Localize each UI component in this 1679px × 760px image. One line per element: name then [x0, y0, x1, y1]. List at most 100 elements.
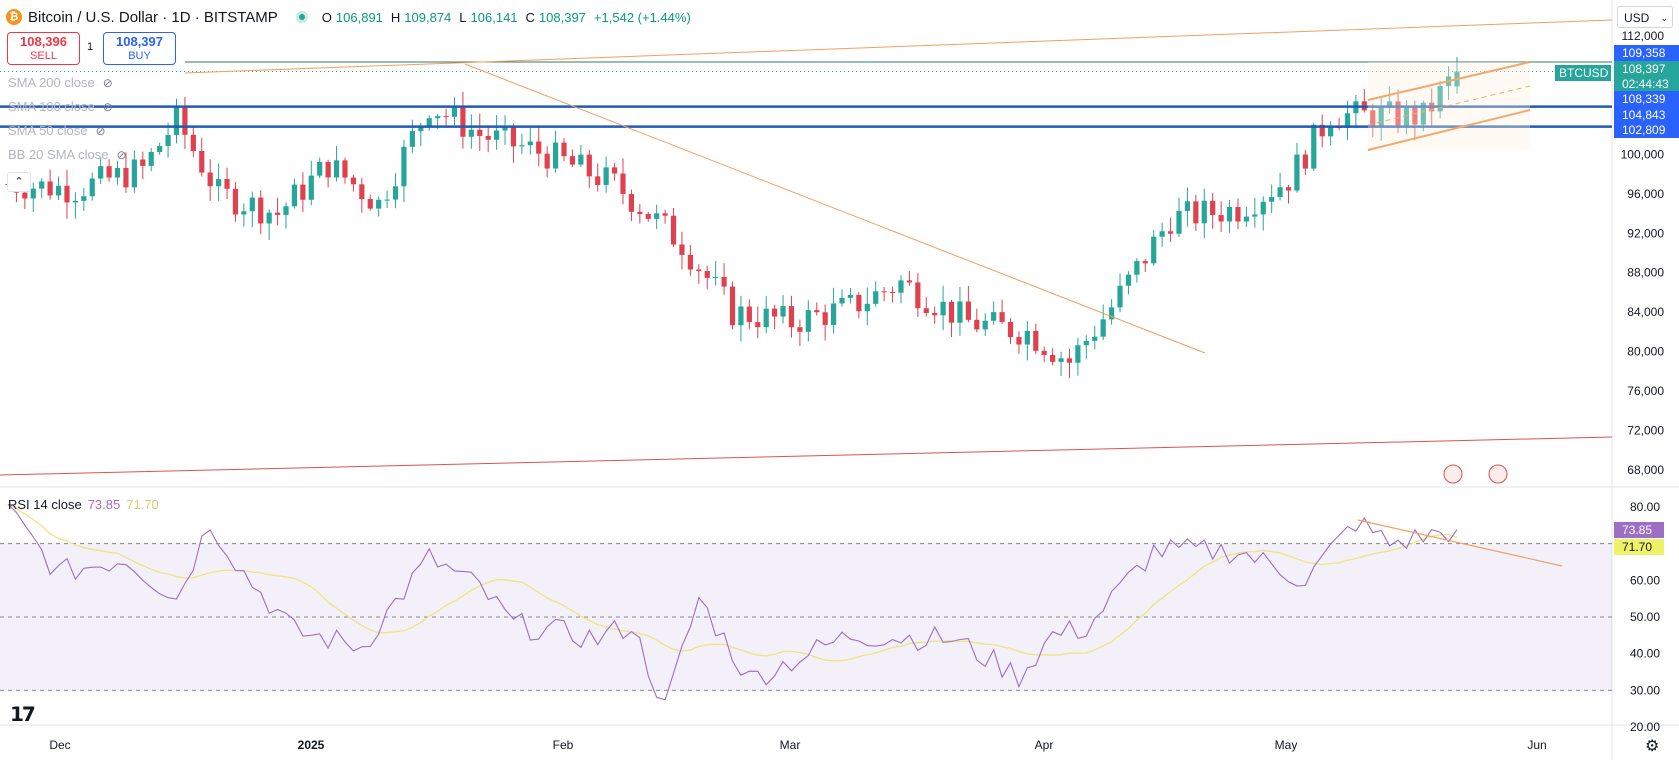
candle-body — [418, 125, 424, 132]
gear-icon[interactable]: ⚙ — [1645, 738, 1660, 755]
rsi-tick-label: 20.00 — [1630, 720, 1660, 734]
candle-body — [948, 301, 955, 323]
candle-body — [308, 175, 314, 200]
rsi-tick-label: 60.00 — [1630, 573, 1660, 587]
price-tick-label: 88,000 — [1627, 266, 1664, 280]
symbol-title[interactable]: Bitcoin / U.S. Dollar · 1D · BITSTAMP — [28, 8, 278, 26]
price-label-text: 102,809 — [1622, 123, 1666, 137]
sell-button[interactable]: 108,396 SELL — [7, 32, 80, 65]
candle-body — [1302, 154, 1308, 169]
rsi-tick-label: 50.00 — [1630, 610, 1660, 624]
channel-fill — [1368, 62, 1530, 150]
price-label-text: 104,843 — [1622, 108, 1666, 122]
trend-line — [184, 19, 1613, 74]
candle-body — [780, 306, 786, 317]
indicator-label: SMA 200 close — [8, 75, 95, 90]
candle-body — [1193, 201, 1199, 224]
price-tick-label: 92,000 — [1627, 226, 1664, 240]
candle-body — [1007, 321, 1014, 338]
low-value: 106,141 — [470, 9, 518, 25]
candle-body — [98, 166, 104, 179]
candle-body — [704, 271, 710, 278]
close-key: C — [525, 9, 535, 25]
candle-body — [578, 154, 584, 165]
eye-hidden-icon[interactable]: ⊘ — [102, 76, 113, 90]
candle-body — [114, 167, 121, 178]
candle-body — [755, 322, 761, 328]
candle-body — [274, 212, 281, 215]
rsi-legend[interactable]: RSI 14 close 73.85 71.70 — [8, 497, 159, 512]
candle-body — [249, 197, 255, 212]
candle-body — [1370, 110, 1376, 128]
rsi-ma-box — [1614, 539, 1664, 555]
candle-body — [39, 181, 45, 189]
candle-body — [713, 276, 719, 278]
indicator-bb20[interactable]: BB 20 SMA close ⊘ — [8, 147, 127, 162]
candle-body — [965, 301, 971, 320]
candle-body — [519, 145, 525, 147]
price-tick-label: 68,000 — [1627, 463, 1664, 477]
candle-body — [586, 154, 592, 177]
high-value: 109,874 — [404, 9, 452, 25]
candle-body — [55, 185, 62, 196]
candle-body — [1125, 274, 1132, 286]
spread-value: 1 — [87, 41, 94, 53]
trend-line — [464, 63, 1206, 354]
candle-body — [1395, 101, 1401, 127]
candle-body — [957, 301, 963, 323]
candle-body — [1075, 345, 1081, 363]
eye-hidden-icon[interactable]: ⊘ — [116, 148, 127, 162]
candle-body — [679, 244, 685, 255]
candle-body — [510, 126, 517, 147]
candle-body — [435, 116, 441, 119]
candle-body — [1134, 261, 1140, 275]
eye-hidden-icon[interactable]: ⊘ — [102, 100, 113, 114]
candle-body — [1117, 285, 1123, 308]
indicator-sma100[interactable]: SMA 100 close ⊘ — [8, 99, 113, 114]
candle-body — [805, 310, 811, 332]
candle-body — [224, 179, 230, 189]
candle-body — [940, 301, 946, 316]
eye-hidden-icon[interactable]: ⊘ — [95, 124, 106, 138]
tradingview-logo-icon[interactable]: 𝟭𝟳 — [10, 704, 36, 726]
candle-body — [1437, 85, 1443, 112]
candle-body — [1226, 206, 1233, 222]
candle-body — [89, 178, 95, 197]
candle-body — [898, 280, 904, 293]
candle-body — [527, 141, 533, 146]
candle-body — [106, 166, 112, 178]
candle-body — [359, 184, 365, 200]
rsi-trend-line — [1357, 519, 1563, 567]
candle-body — [333, 160, 340, 178]
rsi-label: RSI 14 close — [8, 497, 82, 512]
candle-body — [477, 129, 483, 136]
candle-body — [1269, 197, 1275, 202]
candle-body — [1235, 206, 1241, 222]
candle-body — [148, 152, 154, 166]
candle-body — [1151, 236, 1157, 264]
currency-select[interactable]: USD ⌄ — [1617, 6, 1673, 28]
rsi-tick-label: 80.00 — [1630, 500, 1660, 514]
candle-body — [30, 188, 36, 199]
candle-body — [1403, 107, 1410, 127]
candle-body — [325, 162, 331, 178]
chevron-up-icon[interactable]: ⌃ — [7, 172, 31, 192]
candle-body — [797, 327, 803, 332]
buy-button[interactable]: 108,397 BUY — [103, 32, 176, 65]
channel-line — [1367, 61, 1531, 101]
candle-body — [123, 167, 129, 188]
time-tick-label: Jun — [1527, 738, 1546, 752]
candle-body — [1201, 200, 1207, 224]
candle-body — [342, 160, 348, 178]
price-tick-label: 72,000 — [1627, 424, 1664, 438]
indicator-sma200[interactable]: SMA 200 close ⊘ — [8, 75, 113, 90]
candle-body — [207, 172, 213, 187]
candle-body — [552, 142, 559, 169]
indicator-sma50[interactable]: SMA 50 close ⊘ — [8, 123, 106, 138]
candle-body — [232, 188, 239, 215]
candle-body — [283, 206, 289, 215]
candle-body — [1328, 126, 1334, 137]
price-label-box — [1614, 91, 1679, 107]
candle-body — [1041, 350, 1047, 355]
